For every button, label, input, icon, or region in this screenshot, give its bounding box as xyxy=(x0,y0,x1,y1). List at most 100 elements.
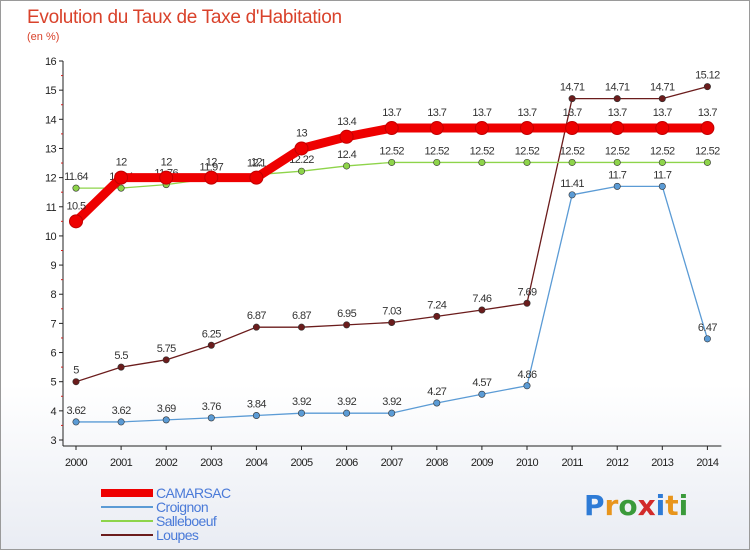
data-point-croignon xyxy=(703,335,711,343)
chart-unit: (en %) xyxy=(27,31,60,43)
data-point-croignon xyxy=(207,414,215,422)
data-point-camarsac xyxy=(565,121,580,136)
data-point-loupes xyxy=(343,321,351,329)
data-label-camarsac: 13.7 xyxy=(427,107,446,119)
x-tick-label: 2007 xyxy=(381,457,404,469)
data-point-salleboeuf xyxy=(388,158,396,166)
legend-swatch xyxy=(101,489,153,497)
data-point-salleboeuf xyxy=(433,158,441,166)
data-label-camarsac: 13 xyxy=(296,127,308,139)
data-point-salleboeuf xyxy=(523,158,531,166)
data-point-loupes xyxy=(568,95,576,103)
y-tick-label: 8 xyxy=(50,289,56,301)
data-label-camarsac: 13.7 xyxy=(517,107,536,119)
data-point-salleboeuf xyxy=(613,158,621,166)
data-point-camarsac xyxy=(114,170,129,185)
data-point-salleboeuf xyxy=(72,184,80,192)
data-label-salleboeuf: 12.52 xyxy=(425,145,450,157)
data-point-loupes xyxy=(433,312,441,320)
x-tick-label: 2012 xyxy=(606,457,629,469)
logo-letter: i xyxy=(678,489,689,522)
y-tick-label: 3 xyxy=(50,435,56,447)
data-point-loupes xyxy=(658,95,666,103)
data-label-salleboeuf: 12.52 xyxy=(515,145,540,157)
y-tick-label: 10 xyxy=(45,231,57,243)
data-point-loupes xyxy=(72,378,80,386)
data-point-salleboeuf xyxy=(703,158,711,166)
data-point-camarsac xyxy=(69,214,83,229)
data-label-croignon: 3.69 xyxy=(157,403,176,415)
data-label-salleboeuf: 11.64 xyxy=(64,171,88,183)
data-label-camarsac: 13.7 xyxy=(698,107,717,119)
data-label-loupes: 5.75 xyxy=(157,343,176,355)
data-label-camarsac: 13.7 xyxy=(653,107,672,119)
data-point-loupes xyxy=(388,319,396,327)
data-label-camarsac: 10.5 xyxy=(66,200,85,212)
data-label-loupes: 14.71 xyxy=(650,82,675,94)
x-tick-label: 2008 xyxy=(426,457,449,469)
data-label-croignon: 4.27 xyxy=(427,386,446,398)
data-point-croignon xyxy=(297,409,305,417)
data-point-camarsac xyxy=(384,121,399,136)
data-point-camarsac xyxy=(610,121,625,136)
x-tick-label: 2000 xyxy=(65,457,88,469)
data-label-loupes: 6.25 xyxy=(202,328,221,340)
data-label-croignon: 11.7 xyxy=(608,169,627,181)
data-label-camarsac: 13.7 xyxy=(608,107,627,119)
data-point-salleboeuf xyxy=(343,162,351,170)
data-point-loupes xyxy=(252,323,260,331)
series-line-croignon xyxy=(75,185,709,423)
data-point-camarsac xyxy=(474,121,489,136)
logo-letter: x xyxy=(637,489,656,522)
data-point-loupes xyxy=(523,299,531,307)
data-label-croignon: 4.57 xyxy=(472,377,491,389)
data-point-salleboeuf xyxy=(568,158,576,166)
data-label-loupes: 6.87 xyxy=(292,310,311,322)
y-tick-label: 14 xyxy=(45,114,57,126)
data-point-croignon xyxy=(343,409,351,417)
data-point-croignon xyxy=(162,416,170,424)
legend-label: Loupes xyxy=(156,527,199,543)
data-point-salleboeuf xyxy=(478,158,486,166)
logo-letter: o xyxy=(618,489,638,522)
data-point-croignon xyxy=(252,412,260,420)
data-label-loupes: 14.71 xyxy=(560,82,585,94)
data-label-salleboeuf: 12.52 xyxy=(650,145,675,157)
data-point-loupes xyxy=(117,363,125,371)
data-point-camarsac xyxy=(294,141,309,156)
data-point-croignon xyxy=(117,418,125,426)
legend-swatch xyxy=(101,520,153,522)
data-label-loupes: 15.12 xyxy=(695,70,720,82)
data-label-loupes: 7.46 xyxy=(472,293,491,305)
data-point-croignon xyxy=(613,182,621,190)
data-label-loupes: 6.87 xyxy=(247,310,266,322)
data-point-croignon xyxy=(388,409,396,417)
x-tick-label: 2003 xyxy=(200,457,223,469)
y-tick-label: 13 xyxy=(45,143,57,155)
y-tick-label: 11 xyxy=(46,202,57,214)
data-point-loupes xyxy=(613,95,621,103)
data-point-croignon xyxy=(478,390,486,398)
data-label-camarsac: 12 xyxy=(116,157,128,169)
data-label-croignon: 3.84 xyxy=(247,399,266,411)
data-label-camarsac: 13.4 xyxy=(337,116,356,128)
x-tick-label: 2004 xyxy=(245,457,268,469)
data-label-camarsac: 13.7 xyxy=(563,107,582,119)
x-tick-label: 2013 xyxy=(651,457,674,469)
data-label-loupes: 5 xyxy=(73,365,79,377)
data-point-camarsac xyxy=(249,170,264,185)
x-tick-label: 2005 xyxy=(290,457,313,469)
logo-letter: i xyxy=(655,489,666,522)
data-point-croignon xyxy=(72,418,80,426)
x-tick-label: 2010 xyxy=(516,457,539,469)
data-label-croignon: 11.41 xyxy=(560,178,584,190)
data-point-salleboeuf xyxy=(658,158,666,166)
data-point-camarsac xyxy=(339,129,354,144)
data-label-camarsac: 12 xyxy=(206,157,218,169)
y-tick-label: 6 xyxy=(50,348,56,360)
logo-letter: r xyxy=(604,489,619,522)
data-label-salleboeuf: 12.52 xyxy=(605,145,630,157)
y-tick-label: 15 xyxy=(45,85,57,97)
data-point-camarsac xyxy=(520,121,534,136)
